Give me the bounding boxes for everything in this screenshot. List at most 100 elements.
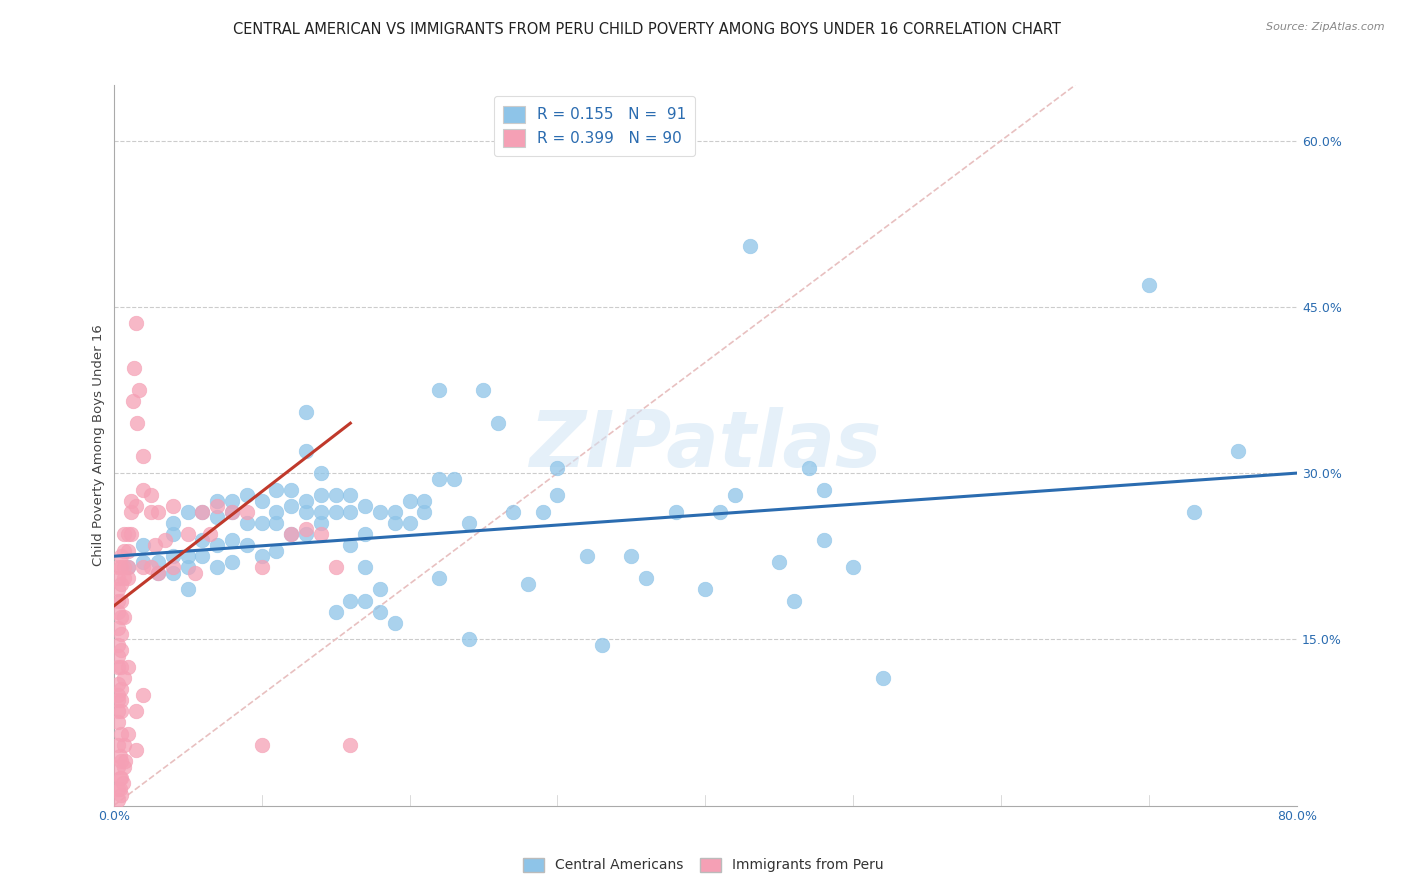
Point: [112, 610, 135, 624]
Point: [146, 566, 169, 580]
Point: [221, 493, 243, 508]
Point: [250, 560, 273, 574]
Point: [146, 505, 169, 519]
Point: [1182, 505, 1205, 519]
Point: [354, 527, 377, 541]
Point: [205, 538, 228, 552]
Point: [128, 383, 150, 397]
Point: [112, 760, 135, 774]
Point: [576, 549, 599, 564]
Point: [117, 560, 139, 574]
Point: [162, 560, 184, 574]
Point: [176, 560, 198, 574]
Point: [110, 726, 132, 740]
Point: [280, 527, 302, 541]
Point: [108, 771, 131, 785]
Point: [112, 738, 135, 752]
Point: [176, 527, 198, 541]
Point: [768, 555, 790, 569]
Point: [280, 483, 302, 497]
Point: [114, 754, 136, 768]
Point: [709, 505, 731, 519]
Point: [110, 660, 132, 674]
Point: [111, 776, 134, 790]
Point: [250, 738, 273, 752]
Point: [132, 688, 155, 702]
Y-axis label: Child Poverty Among Boys Under 16: Child Poverty Among Boys Under 16: [93, 325, 105, 566]
Point: [339, 738, 361, 752]
Point: [108, 782, 131, 797]
Point: [221, 505, 243, 519]
Point: [325, 488, 347, 502]
Point: [443, 472, 465, 486]
Point: [162, 516, 184, 530]
Point: [122, 394, 145, 409]
Point: [266, 516, 288, 530]
Point: [546, 488, 568, 502]
Point: [107, 605, 129, 619]
Point: [531, 505, 554, 519]
Point: [280, 527, 302, 541]
Point: [132, 560, 155, 574]
Point: [107, 688, 129, 702]
Point: [457, 516, 479, 530]
Point: [1226, 444, 1249, 458]
Text: ZIPatlas: ZIPatlas: [529, 408, 882, 483]
Point: [797, 460, 820, 475]
Point: [117, 527, 139, 541]
Point: [325, 560, 347, 574]
Point: [205, 510, 228, 524]
Point: [110, 549, 132, 564]
Point: [107, 593, 129, 607]
Point: [309, 466, 332, 480]
Point: [132, 483, 155, 497]
Point: [107, 621, 129, 635]
Point: [107, 676, 129, 690]
Point: [266, 483, 288, 497]
Point: [110, 693, 132, 707]
Point: [162, 500, 184, 514]
Legend: R = 0.155   N =  91, R = 0.399   N = 90: R = 0.155 N = 91, R = 0.399 N = 90: [494, 96, 695, 156]
Point: [107, 648, 129, 663]
Point: [117, 543, 139, 558]
Point: [107, 782, 129, 797]
Point: [325, 605, 347, 619]
Point: [368, 582, 391, 597]
Point: [191, 505, 214, 519]
Point: [132, 555, 155, 569]
Point: [117, 726, 139, 740]
Point: [117, 571, 139, 585]
Point: [125, 500, 148, 514]
Point: [236, 516, 259, 530]
Point: [146, 566, 169, 580]
Point: [250, 549, 273, 564]
Point: [295, 493, 318, 508]
Point: [143, 538, 166, 552]
Point: [295, 405, 318, 419]
Point: [221, 533, 243, 547]
Point: [120, 527, 142, 541]
Point: [368, 605, 391, 619]
Legend: Central Americans, Immigrants from Peru: Central Americans, Immigrants from Peru: [517, 852, 889, 878]
Point: [266, 505, 288, 519]
Point: [110, 627, 132, 641]
Point: [205, 560, 228, 574]
Point: [120, 493, 142, 508]
Point: [339, 505, 361, 519]
Point: [368, 505, 391, 519]
Point: [112, 571, 135, 585]
Point: [162, 527, 184, 541]
Point: [205, 493, 228, 508]
Point: [398, 493, 420, 508]
Point: [236, 505, 259, 519]
Point: [813, 533, 835, 547]
Point: [221, 555, 243, 569]
Point: [250, 493, 273, 508]
Point: [110, 754, 132, 768]
Point: [842, 560, 865, 574]
Point: [295, 527, 318, 541]
Point: [107, 705, 129, 719]
Point: [110, 560, 132, 574]
Point: [191, 533, 214, 547]
Point: [339, 593, 361, 607]
